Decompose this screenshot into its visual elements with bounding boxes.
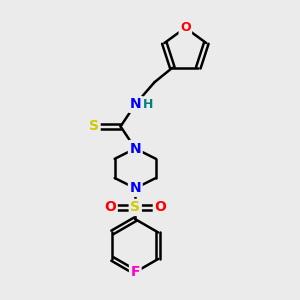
- Text: H: H: [142, 98, 153, 111]
- Text: N: N: [130, 181, 141, 195]
- Text: O: O: [154, 200, 166, 214]
- Text: O: O: [104, 200, 116, 214]
- Text: F: F: [130, 265, 140, 279]
- Text: O: O: [180, 21, 190, 34]
- Text: N: N: [130, 142, 141, 155]
- Text: N: N: [130, 98, 141, 111]
- Text: S: S: [130, 200, 140, 214]
- Text: S: S: [89, 119, 99, 134]
